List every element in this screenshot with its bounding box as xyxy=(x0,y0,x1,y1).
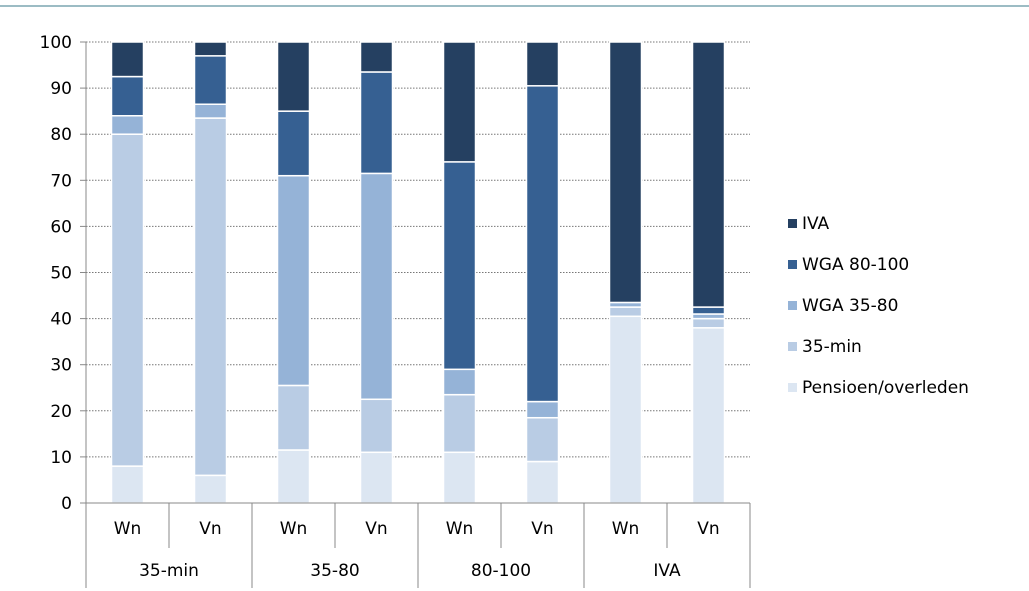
bar-segment-35-min xyxy=(193,117,228,477)
bar-segment-35-min xyxy=(359,398,394,454)
bar-segment-wga-35-80 xyxy=(193,103,228,119)
bar-segment-wga-80-100 xyxy=(525,85,560,403)
y-tick-label: 70 xyxy=(50,171,72,191)
y-axis: 0 10 20 30 40 50 60 70 80 90 100 xyxy=(40,33,87,514)
legend-label: 35-min xyxy=(802,337,862,357)
x-group-label: 80-100 xyxy=(471,561,531,581)
x-group-label: 35-80 xyxy=(310,561,359,581)
bar-segment-35-min xyxy=(276,384,311,451)
bar-segment-pensioen-overleden xyxy=(193,474,228,504)
y-tick-label: 10 xyxy=(50,448,72,468)
bar-segment-35-min xyxy=(525,416,560,463)
bar-segment-iva xyxy=(110,41,145,78)
legend-swatch xyxy=(788,260,797,269)
bar-segment-wga-80-100 xyxy=(110,75,145,117)
bar-segment-iva xyxy=(193,41,228,57)
legend-swatch xyxy=(788,383,797,392)
gridlines xyxy=(86,41,750,458)
bar-segment-35-min xyxy=(442,393,477,454)
x-group-label: 35-min xyxy=(139,561,199,581)
y-tick-label: 80 xyxy=(50,125,72,145)
bar-segment-35-min xyxy=(608,306,643,318)
bar-segment-pensioen-overleden xyxy=(691,327,726,504)
bar-segment-wga-80-100 xyxy=(691,306,726,315)
x-axis: Wn Vn Wn Vn Wn Vn Wn Vn 35-min 35-80 80-100 IVA xyxy=(85,502,751,588)
y-tick-label: 50 xyxy=(50,264,72,284)
y-tick-label: 40 xyxy=(50,310,72,330)
y-tick-label: 20 xyxy=(50,402,72,422)
x-tick-label: Vn xyxy=(199,519,221,539)
y-tick-label: 90 xyxy=(50,79,72,99)
bar-segment-iva xyxy=(691,41,726,308)
bar-segment-wga-35-80 xyxy=(276,174,311,387)
bar-segment-35-min xyxy=(110,133,145,467)
bar-segment-pensioen-overleden xyxy=(442,451,477,504)
y-tick-label: 0 xyxy=(61,494,72,514)
bar-segment-iva xyxy=(276,41,311,112)
x-tick-label: Wn xyxy=(280,519,308,539)
x-tick-label: Vn xyxy=(365,519,387,539)
bar-segment-35-min xyxy=(691,317,726,329)
x-tick-label: Wn xyxy=(114,519,142,539)
bar-segment-wga-80-100 xyxy=(193,55,228,105)
x-tick-label: Vn xyxy=(697,519,719,539)
bar-segment-pensioen-overleden xyxy=(525,460,560,504)
bar-segment-iva xyxy=(442,41,477,163)
legend-label: Pensioen/overleden xyxy=(802,378,969,398)
bar-segment-wga-35-80 xyxy=(110,115,145,135)
bar-segment-pensioen-overleden xyxy=(359,451,394,504)
bars xyxy=(110,41,726,504)
legend-swatch xyxy=(788,219,797,228)
bar-segment-pensioen-overleden xyxy=(276,449,311,504)
bar-segment-pensioen-overleden xyxy=(608,315,643,504)
y-tick-label: 30 xyxy=(50,356,72,376)
legend-label: WGA 35-80 xyxy=(802,296,898,316)
legend-swatch xyxy=(788,342,797,351)
x-tick-label: Vn xyxy=(531,519,553,539)
bar-segment-wga-80-100 xyxy=(276,110,311,177)
legend: IVA WGA 80-100 WGA 35-80 35-min Pensioen/ove… xyxy=(788,214,969,398)
bar-segment-iva xyxy=(359,41,394,73)
legend-label: WGA 80-100 xyxy=(802,255,909,275)
bar-segment-wga-80-100 xyxy=(359,71,394,175)
x-tick-label: Wn xyxy=(612,519,640,539)
legend-label: IVA xyxy=(802,214,830,234)
bar-segment-wga-35-80 xyxy=(525,400,560,419)
y-tick-label: 100 xyxy=(40,33,72,53)
bar-segment-iva xyxy=(608,41,643,304)
bar-segment-wga-80-100 xyxy=(442,161,477,371)
bar-segment-pensioen-overleden xyxy=(110,465,145,504)
x-group-label: IVA xyxy=(653,561,681,581)
bar-segment-iva xyxy=(525,41,560,87)
bar-segment-wga-35-80 xyxy=(359,172,394,401)
y-tick-label: 60 xyxy=(50,217,72,237)
x-tick-label: Wn xyxy=(446,519,474,539)
legend-swatch xyxy=(788,301,797,310)
bar-segment-wga-35-80 xyxy=(442,368,477,396)
